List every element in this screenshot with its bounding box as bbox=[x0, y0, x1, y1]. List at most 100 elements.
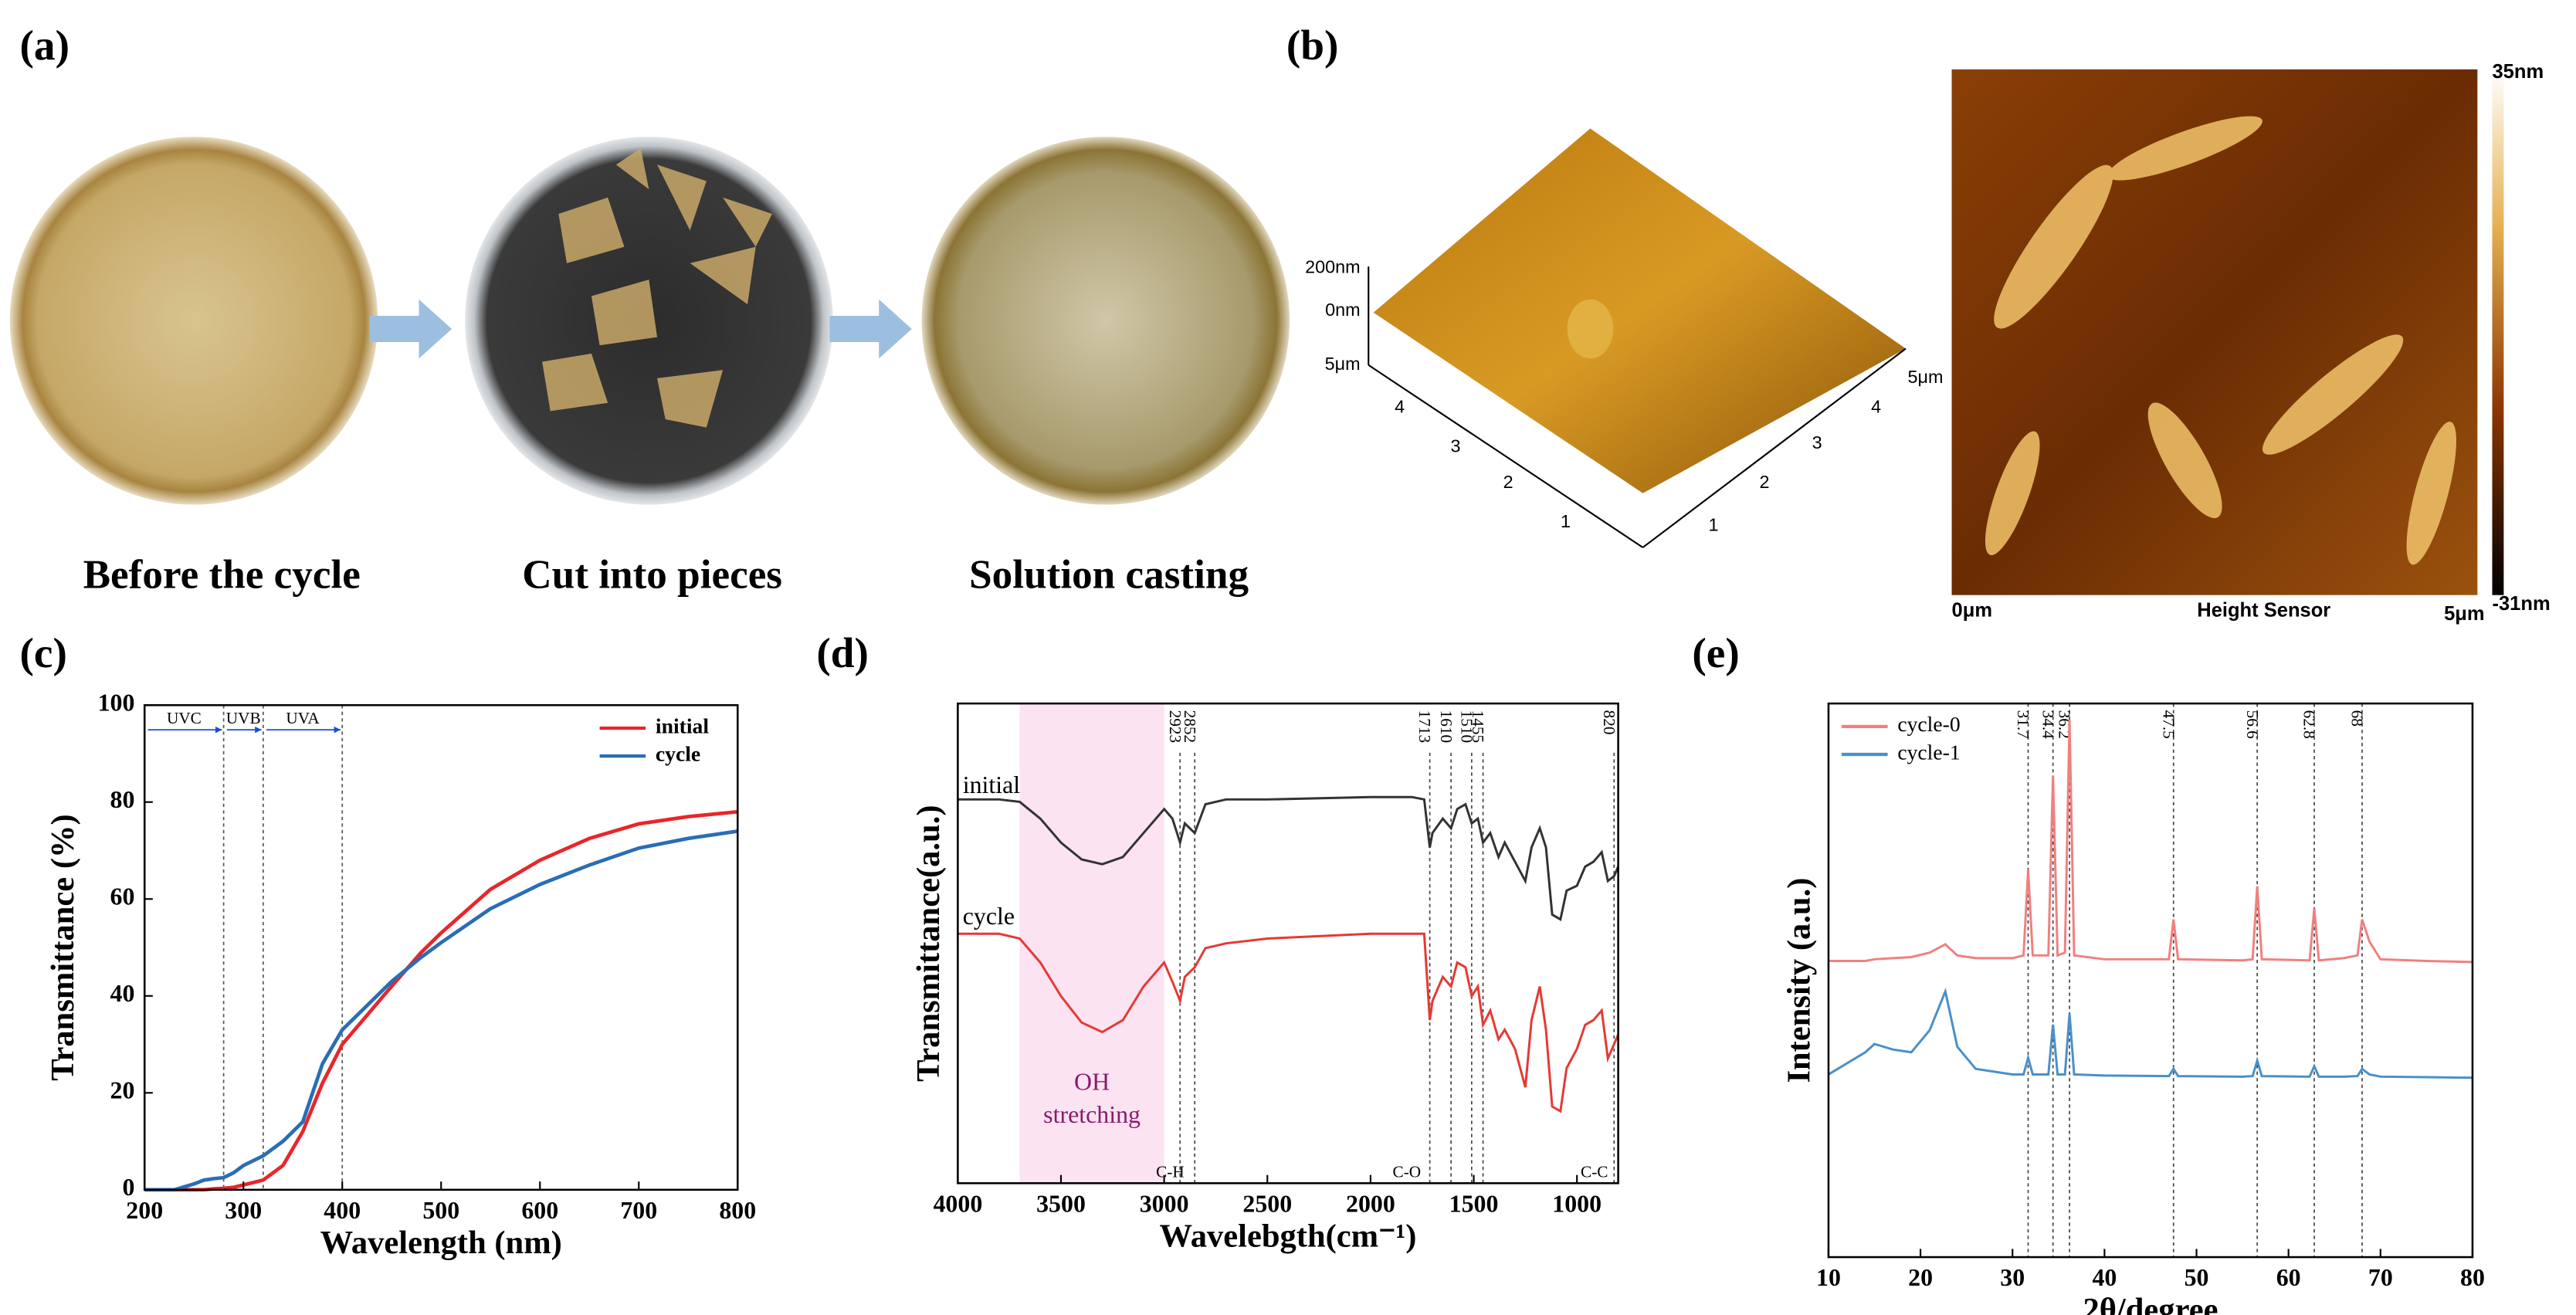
x-tick-label: 20 bbox=[1908, 1264, 1933, 1291]
band-label: UVB bbox=[226, 709, 261, 727]
x-tick-label: 40 bbox=[2092, 1264, 2117, 1291]
colorbar bbox=[2492, 69, 2504, 595]
x-tick-label: 2000 bbox=[1346, 1190, 1395, 1217]
annotation: C-O bbox=[1393, 1162, 1422, 1181]
reference-label: 36.2 bbox=[2056, 710, 2074, 739]
reference-label: 2923 bbox=[1166, 710, 1185, 744]
y-tick-label: 80 bbox=[110, 786, 135, 813]
panel-label: (e) bbox=[1692, 629, 1739, 676]
y-tick-label: 100 bbox=[98, 690, 135, 717]
y-tick-label: 40 bbox=[110, 980, 135, 1007]
x-tick-label: 700 bbox=[620, 1197, 657, 1224]
map-axis-label: 5μm bbox=[2444, 603, 2485, 625]
y-axis-title: Intensity (a.u.) bbox=[1781, 878, 1818, 1083]
photo-dish bbox=[921, 137, 1290, 505]
band-label: UVA bbox=[286, 709, 320, 727]
reference-label: 1455 bbox=[1469, 710, 1487, 744]
reference-label: 31.7 bbox=[2014, 710, 2032, 740]
x-tick-label: 3000 bbox=[1140, 1190, 1189, 1217]
afm-tick-label: 2 bbox=[1503, 472, 1513, 492]
series-line bbox=[1828, 987, 2473, 1079]
map-axis-label: 0μm bbox=[1952, 600, 1993, 622]
y-tick-label: 0 bbox=[123, 1174, 135, 1201]
afm-labels: 200nm 0nm 5μm 5μm bbox=[1305, 256, 1943, 387]
arrow bbox=[829, 299, 912, 359]
legend-label: cycle-1 bbox=[1897, 740, 1960, 764]
plot-frame bbox=[143, 703, 739, 1191]
x-tick-label: 70 bbox=[2368, 1264, 2393, 1291]
x-tick-label: 200 bbox=[126, 1197, 163, 1224]
x-tick-label: 3500 bbox=[1036, 1190, 1086, 1217]
x-tick-label: 60 bbox=[2276, 1264, 2301, 1291]
afm-tick-label: 1 bbox=[1709, 514, 1719, 534]
reference-label: 47.5 bbox=[2159, 710, 2178, 739]
z-label: 0nm bbox=[1325, 300, 1361, 320]
panel-label: (c) bbox=[20, 629, 67, 676]
axis-end-label: 5μm bbox=[1325, 354, 1361, 374]
plot-frame bbox=[1827, 702, 2474, 1259]
annotation: C-C bbox=[1581, 1162, 1608, 1181]
reference-label: 2852 bbox=[1181, 710, 1199, 744]
afm-map-features bbox=[1985, 116, 2456, 565]
series-line bbox=[958, 932, 1620, 1113]
reference-label: 34.4 bbox=[2039, 710, 2057, 740]
afm-surface bbox=[1373, 128, 1906, 493]
colorbar-min: -31nm bbox=[2492, 593, 2550, 615]
legend-label: cycle-0 bbox=[1897, 712, 1960, 736]
x-axis-title: 2θ/degree bbox=[2083, 1292, 2218, 1315]
reference-label: 1713 bbox=[1415, 710, 1434, 744]
x-tick-label: 2500 bbox=[1242, 1190, 1292, 1217]
y-tick-label: 60 bbox=[110, 883, 135, 910]
y-axis-title: Transmittance (%) bbox=[45, 814, 81, 1080]
x-tick-label: 30 bbox=[2000, 1264, 2025, 1291]
x-tick-label: 600 bbox=[521, 1197, 558, 1224]
caption: Cut into pieces bbox=[522, 552, 782, 598]
reference-label: 62.8 bbox=[2300, 710, 2319, 739]
colorbar-max: 35nm bbox=[2492, 61, 2544, 83]
band-label: UVC bbox=[167, 709, 202, 727]
reference-label: 56.6 bbox=[2243, 710, 2262, 739]
afm-tick-label: 2 bbox=[1759, 472, 1769, 492]
reference-label: 820 bbox=[1600, 710, 1618, 735]
series-line bbox=[144, 829, 738, 1192]
panel-label: (d) bbox=[816, 629, 869, 676]
series-label: cycle bbox=[963, 903, 1015, 930]
panel-label: (b) bbox=[1286, 22, 1339, 69]
annotation: OH stretching bbox=[1043, 1069, 1141, 1129]
series-label: initial bbox=[963, 771, 1021, 798]
map-title: Height Sensor bbox=[2197, 600, 2330, 622]
series-line bbox=[958, 795, 1620, 921]
plot-frame bbox=[957, 702, 1619, 1185]
afm-tick-label: 1 bbox=[1561, 511, 1571, 531]
afm-tick-label: 3 bbox=[1812, 432, 1822, 452]
x-axis-title: Wavelength (nm) bbox=[320, 1225, 562, 1261]
x-tick-label: 500 bbox=[422, 1197, 459, 1224]
film-pieces bbox=[542, 147, 772, 428]
x-tick-label: 80 bbox=[2460, 1264, 2485, 1291]
reference-label: 1610 bbox=[1437, 710, 1456, 744]
afm-tick-label: 3 bbox=[1451, 436, 1461, 456]
axis-end-label: 5μm bbox=[1907, 367, 1943, 387]
shaded-band bbox=[1019, 703, 1164, 1184]
afm-feature bbox=[1567, 299, 1614, 359]
series-line bbox=[144, 809, 738, 1192]
x-tick-label: 300 bbox=[225, 1197, 262, 1224]
photo-dish bbox=[9, 137, 378, 505]
caption: Solution casting bbox=[969, 552, 1249, 598]
x-tick-label: 400 bbox=[324, 1197, 361, 1224]
afm-tick-label: 4 bbox=[1395, 396, 1405, 416]
reference-label: 1510 bbox=[1457, 710, 1476, 744]
y-axis-title: Transmittance(a.u.) bbox=[910, 805, 947, 1081]
x-tick-label: 1000 bbox=[1552, 1190, 1602, 1217]
x-tick-label: 4000 bbox=[933, 1190, 982, 1217]
arrow bbox=[369, 299, 452, 359]
annotation: C-H bbox=[1156, 1162, 1185, 1181]
afm-axes bbox=[1368, 266, 1907, 548]
z-label: 200nm bbox=[1305, 256, 1361, 276]
legend-label: initial bbox=[656, 713, 709, 737]
afm-tick-label: 4 bbox=[1871, 396, 1881, 416]
panel-label: (a) bbox=[20, 22, 69, 69]
x-tick-label: 1500 bbox=[1449, 1190, 1499, 1217]
